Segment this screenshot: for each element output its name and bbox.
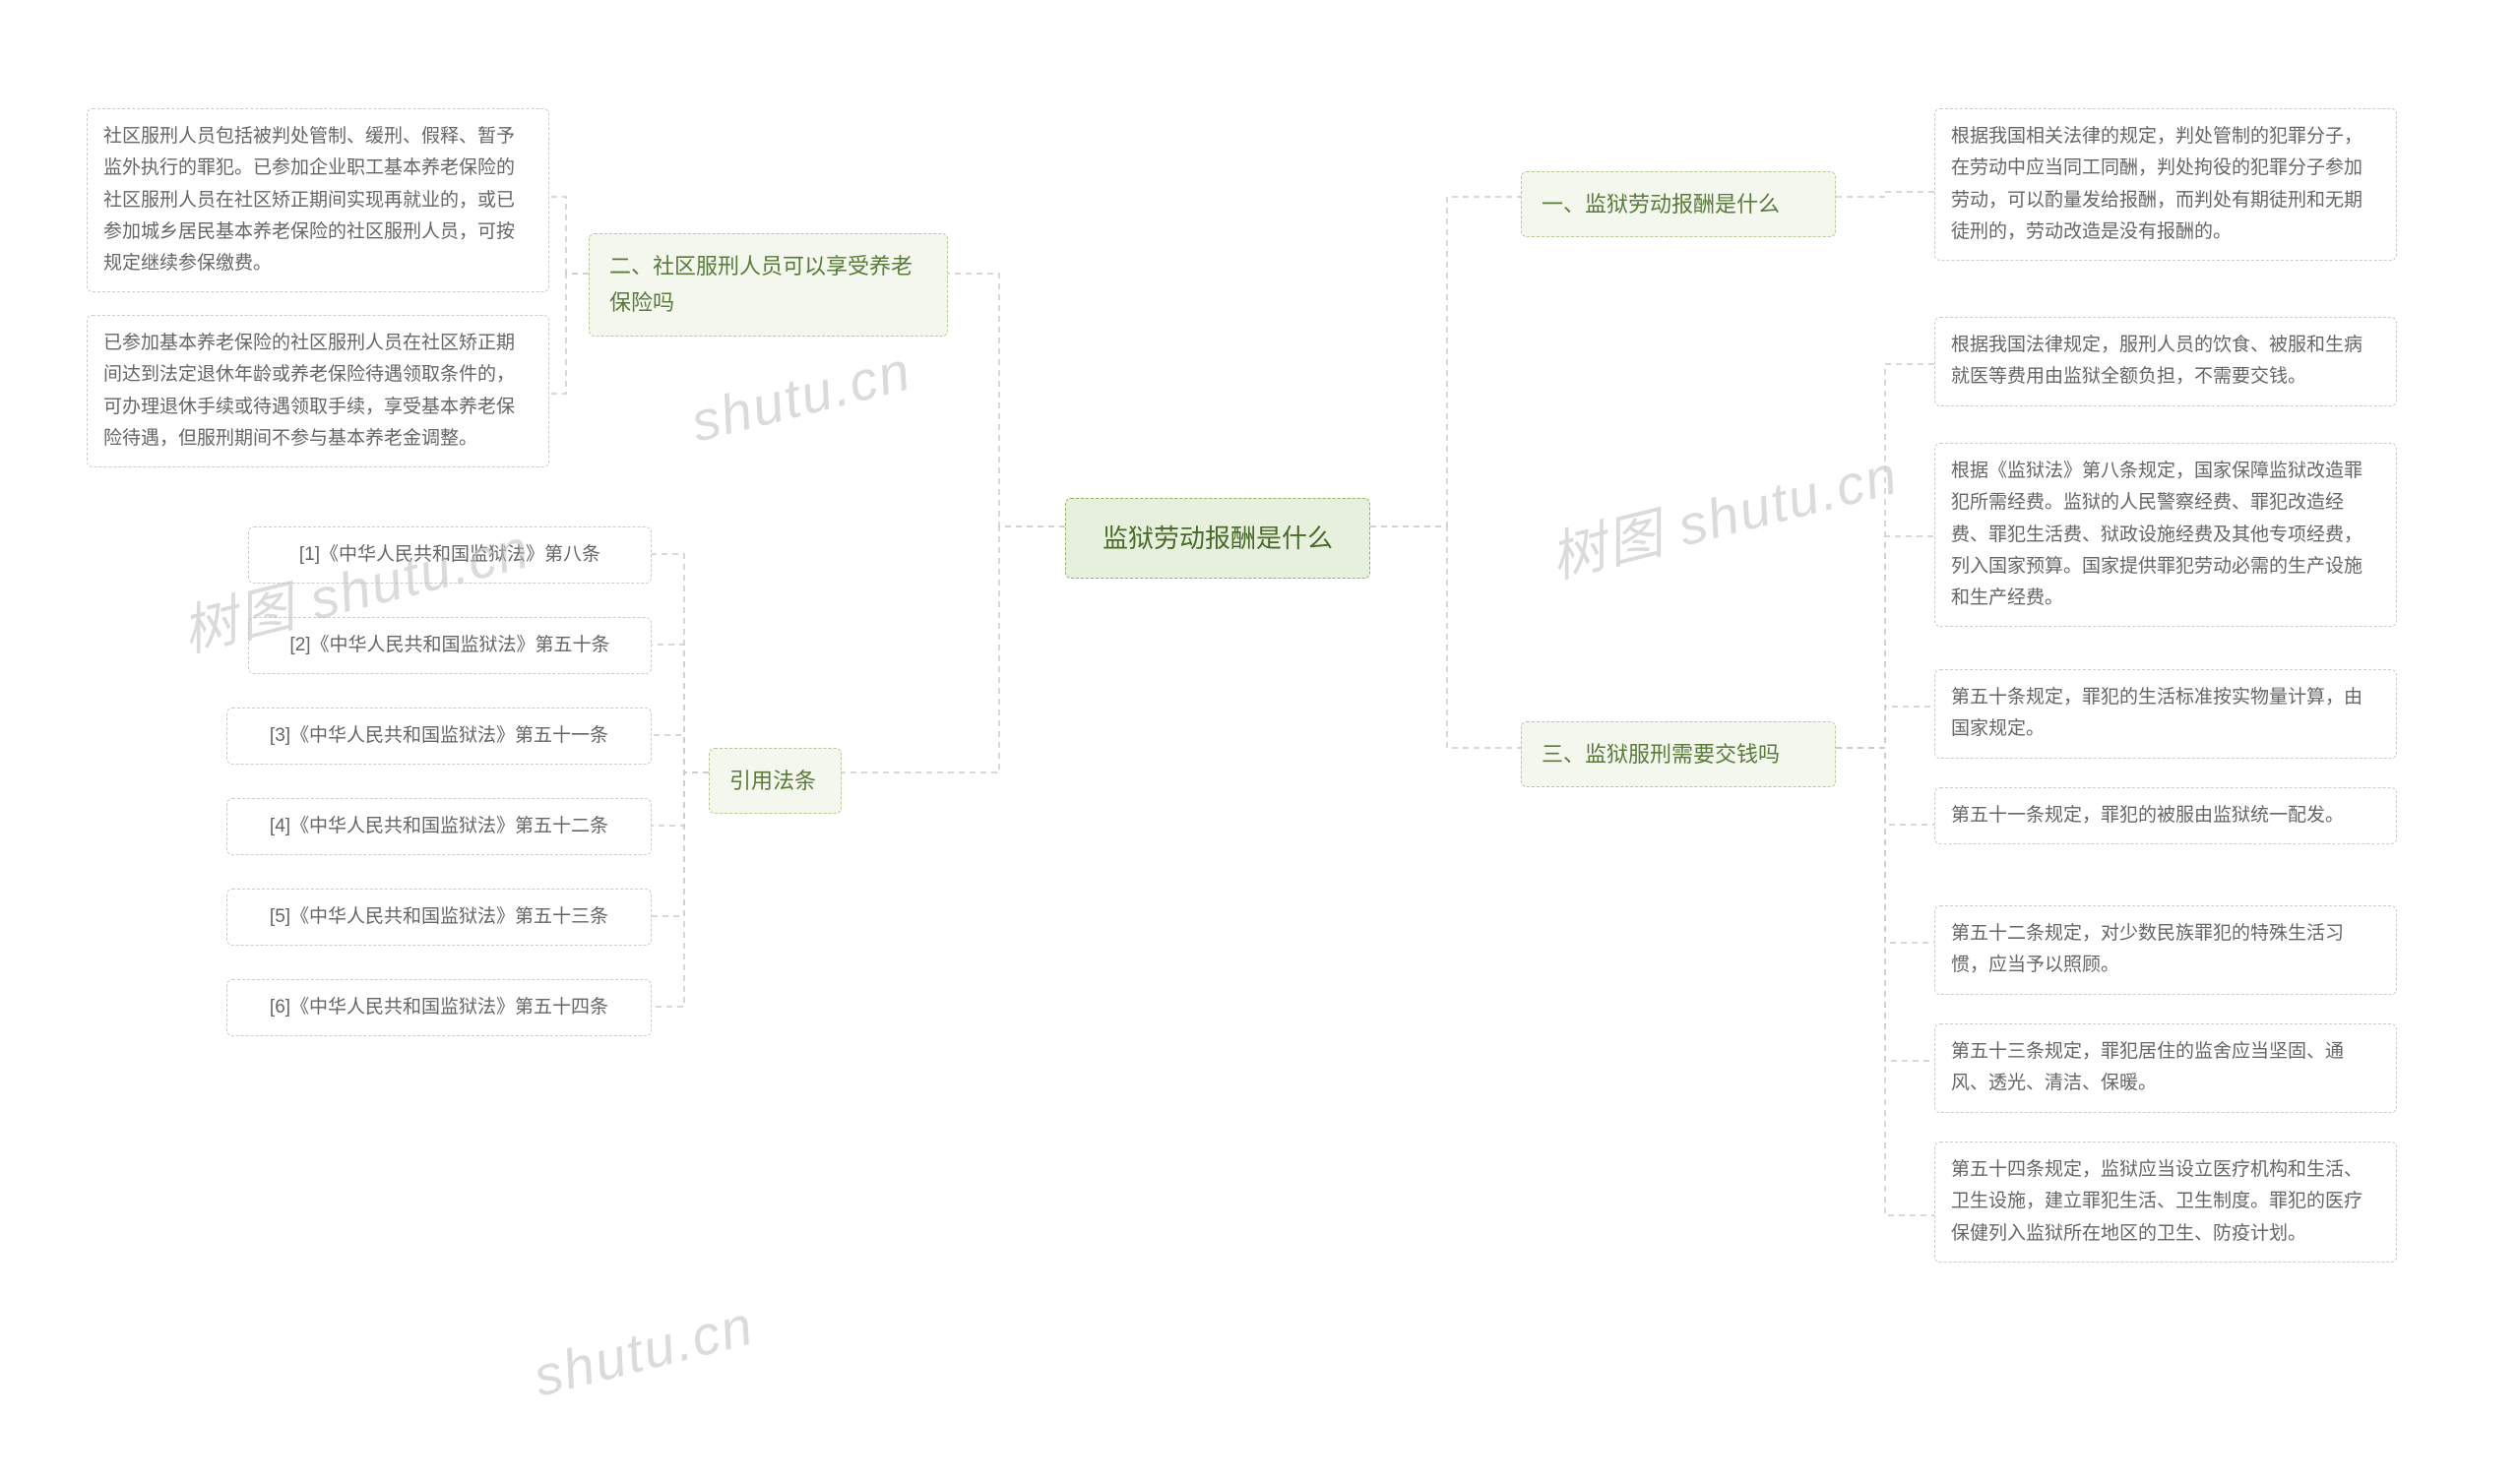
leaf-right-2-4: 第五十二条规定，对少数民族罪犯的特殊生活习惯，应当予以照顾。	[1934, 905, 2397, 995]
watermark-3: shutu.cn	[685, 338, 918, 454]
branch-right-2: 三、监狱服刑需要交钱吗	[1521, 721, 1836, 787]
leaf-right-2-5: 第五十三条规定，罪犯居住的监舍应当坚固、通风、透光、清洁、保暖。	[1934, 1023, 2397, 1113]
root-node: 监狱劳动报酬是什么	[1065, 498, 1370, 579]
leaf-right-2-0: 根据我国法律规定，服刑人员的饮食、被服和生病就医等费用由监狱全额负担，不需要交钱…	[1934, 317, 2397, 406]
leaf-left-1-0: 社区服刑人员包括被判处管制、缓刑、假释、暂予监外执行的罪犯。已参加企业职工基本养…	[87, 108, 549, 292]
leaf-left-2-3: [4]《中华人民共和国监狱法》第五十二条	[226, 798, 652, 855]
leaf-right-2-6: 第五十四条规定，监狱应当设立医疗机构和生活、卫生设施，建立罪犯生活、卫生制度。罪…	[1934, 1142, 2397, 1263]
leaf-right-1-0: 根据我国相关法律的规定，判处管制的犯罪分子，在劳动中应当同工同酬，判处拘役的犯罪…	[1934, 108, 2397, 261]
leaf-left-2-1: [2]《中华人民共和国监狱法》第五十条	[248, 617, 652, 674]
leaf-left-2-4: [5]《中华人民共和国监狱法》第五十三条	[226, 889, 652, 946]
leaf-left-2-2: [3]《中华人民共和国监狱法》第五十一条	[226, 708, 652, 765]
leaf-left-2-5: [6]《中华人民共和国监狱法》第五十四条	[226, 979, 652, 1036]
branch-left-1: 二、社区服刑人员可以享受养老保险吗	[589, 233, 948, 337]
leaf-right-2-2: 第五十条规定，罪犯的生活标准按实物量计算，由国家规定。	[1934, 669, 2397, 759]
branch-left-2: 引用法条	[709, 748, 842, 814]
watermark-2: 树图 shutu.cn	[1542, 431, 1906, 594]
watermark-4: shutu.cn	[528, 1292, 761, 1408]
leaf-right-2-3: 第五十一条规定，罪犯的被服由监狱统一配发。	[1934, 787, 2397, 844]
branch-right-1: 一、监狱劳动报酬是什么	[1521, 171, 1836, 237]
leaf-right-2-1: 根据《监狱法》第八条规定，国家保障监狱改造罪犯所需经费。监狱的人民警察经费、罪犯…	[1934, 443, 2397, 627]
leaf-left-1-1: 已参加基本养老保险的社区服刑人员在社区矫正期间达到法定退休年龄或养老保险待遇领取…	[87, 315, 549, 467]
leaf-left-2-0: [1]《中华人民共和国监狱法》第八条	[248, 526, 652, 584]
